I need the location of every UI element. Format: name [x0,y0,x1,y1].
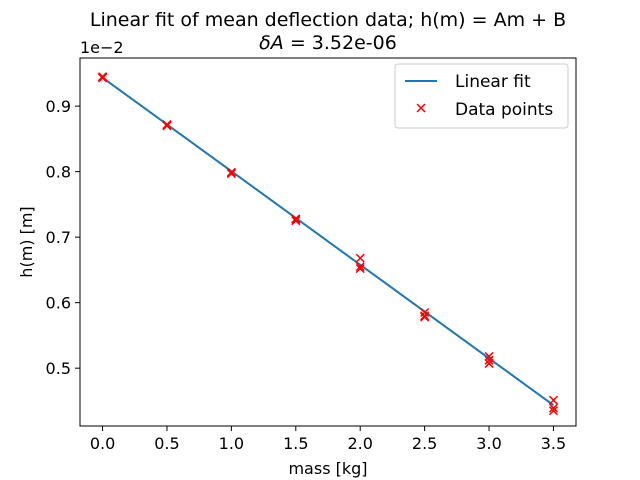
data-point [226,168,236,178]
fit-line [101,76,555,406]
subtitle-value: 3.52e-06 [312,32,397,54]
legend-label-linear-fit: Linear fit [455,72,531,92]
x-axis-label: mass [kg] [288,459,367,478]
legend: Linear fit Data points [394,63,569,129]
y-tick-label: 0.7 [46,228,71,247]
subtitle-prefix: δA = [259,32,312,54]
y-tick-label: 0.8 [46,163,71,182]
y-axis: 0.5 0.6 0.7 0.8 0.9 [46,97,80,378]
y-tick-label: 0.9 [46,97,71,116]
data-point [548,403,558,413]
data-point [355,253,365,263]
legend-marker-swatch [416,103,426,113]
x-tick-label: 2.5 [412,434,437,453]
y-axis-label: h(m) [m] [17,206,36,277]
x-tick-label: 1.5 [283,434,308,453]
data-point [548,406,558,416]
x-tick-label: 0.5 [154,434,179,453]
data-point [420,311,430,321]
data-point [420,312,430,322]
axes-frame [79,57,577,427]
data-point [484,355,494,365]
y-offset-text: 1e−2 [80,38,124,57]
x-axis: 0.0 0.5 1.0 1.5 2.0 2.5 3.0 3.5 [90,426,566,453]
x-tick-label: 1.0 [219,434,244,453]
x-tick-label: 3.0 [476,434,501,453]
y-tick-label: 0.5 [46,359,71,378]
data-point [291,216,301,226]
plot-area [98,72,558,416]
data-point [291,214,301,224]
data-point [484,351,494,361]
data-point [162,120,172,130]
chart-subtitle: δA = 3.52e-06 [259,32,397,54]
data-point [484,359,494,369]
data-point [548,395,558,405]
y-tick-label: 0.6 [46,294,71,313]
data-point [355,264,365,274]
legend-label-data-points: Data points [455,100,553,120]
x-tick-label: 2.0 [347,434,372,453]
x-tick-label: 0.0 [90,434,115,453]
x-tick-label: 3.5 [541,434,566,453]
data-point [355,262,365,272]
legend-frame [394,63,569,129]
chart-title: Linear fit of mean deflection data; h(m)… [90,9,566,31]
data-point [98,72,108,82]
